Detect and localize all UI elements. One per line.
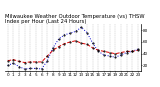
Text: Milwaukee Weather Outdoor Temperature (vs) THSW Index per Hour (Last 24 Hours): Milwaukee Weather Outdoor Temperature (v…	[5, 14, 144, 24]
